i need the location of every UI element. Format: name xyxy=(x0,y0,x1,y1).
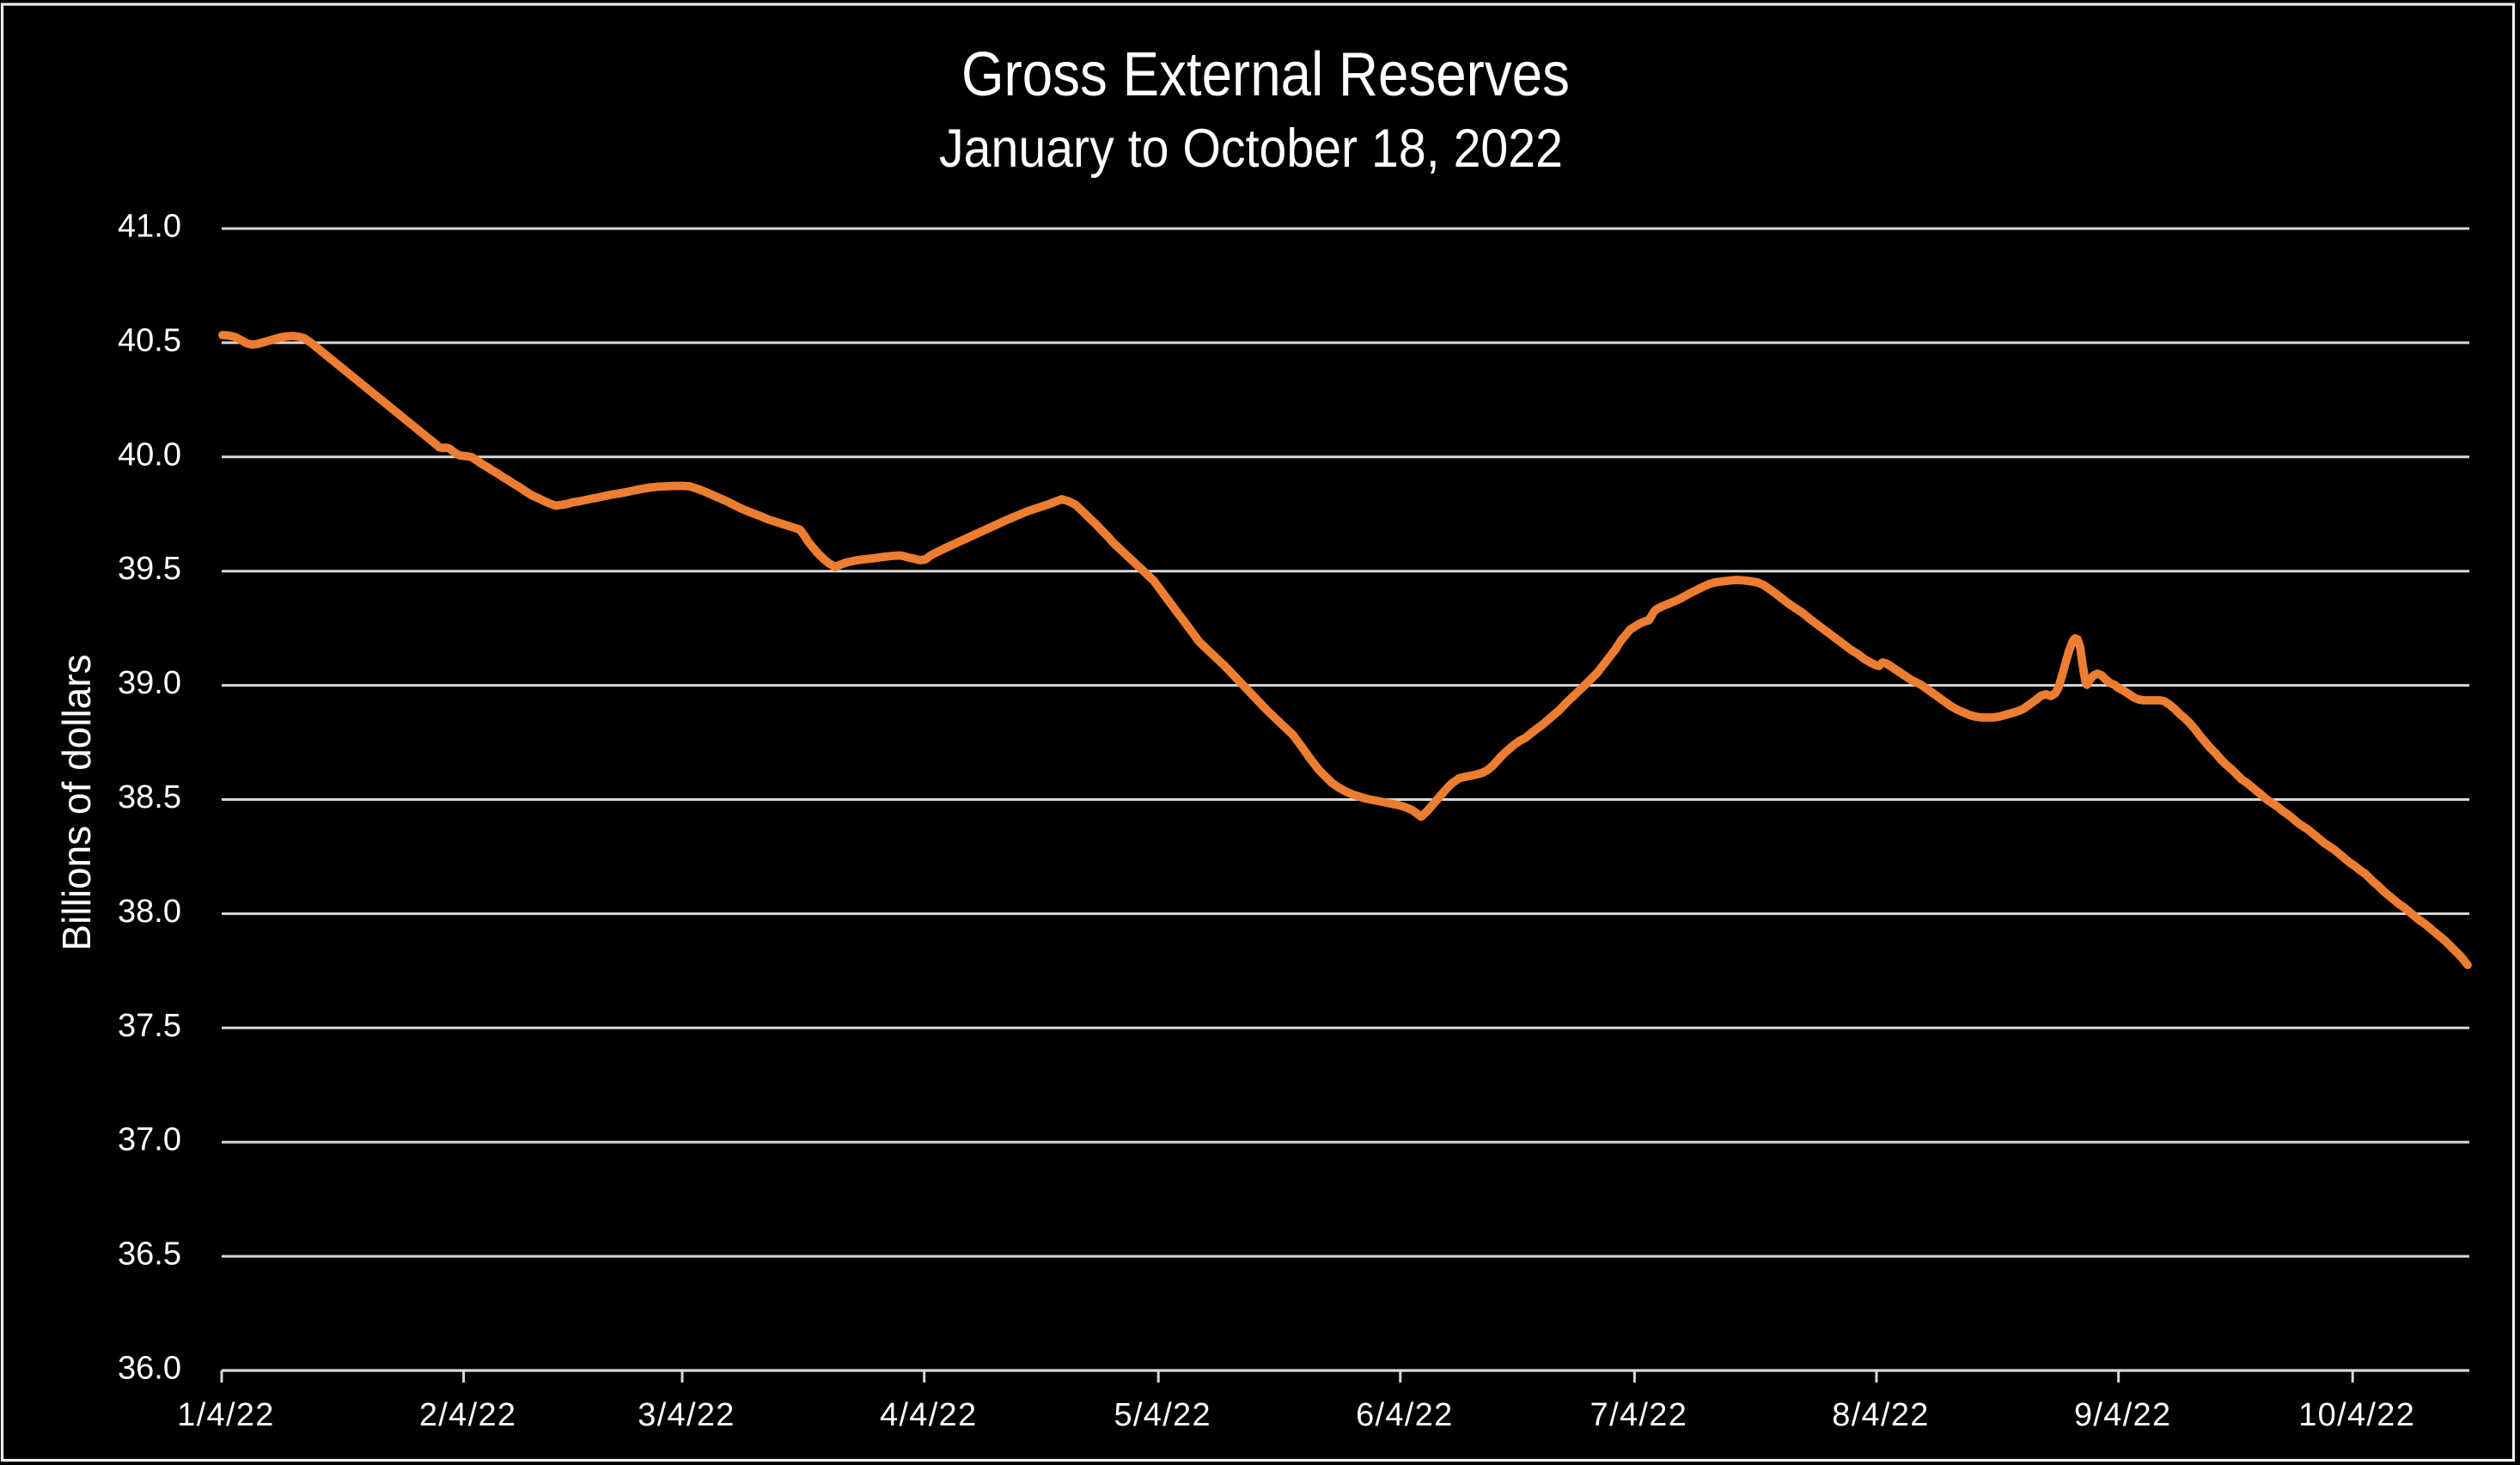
svg-text:40.5: 40.5 xyxy=(118,322,181,358)
svg-text:38.0: 38.0 xyxy=(118,894,181,930)
svg-text:Gross External Reserves: Gross External Reserves xyxy=(961,40,1570,109)
svg-text:3/4/22: 3/4/22 xyxy=(638,1397,735,1433)
svg-text:39.5: 39.5 xyxy=(118,551,181,587)
svg-text:8/4/22: 8/4/22 xyxy=(1832,1397,1929,1433)
svg-text:39.0: 39.0 xyxy=(118,665,181,701)
svg-text:6/4/22: 6/4/22 xyxy=(1356,1397,1453,1433)
svg-text:10/4/22: 10/4/22 xyxy=(2298,1397,2415,1433)
svg-text:37.0: 37.0 xyxy=(118,1122,181,1158)
svg-text:4/4/22: 4/4/22 xyxy=(880,1397,977,1433)
svg-text:2/4/22: 2/4/22 xyxy=(419,1397,516,1433)
svg-text:Billions of dollars: Billions of dollars xyxy=(54,654,99,950)
svg-text:36.0: 36.0 xyxy=(118,1351,181,1387)
svg-text:1/4/22: 1/4/22 xyxy=(177,1397,274,1433)
svg-text:40.0: 40.0 xyxy=(118,436,181,473)
svg-text:36.5: 36.5 xyxy=(118,1236,181,1273)
svg-text:38.5: 38.5 xyxy=(118,779,181,815)
svg-text:January to October 18, 2022: January to October 18, 2022 xyxy=(939,119,1563,179)
svg-text:41.0: 41.0 xyxy=(118,209,181,245)
svg-text:37.5: 37.5 xyxy=(118,1008,181,1044)
svg-text:9/4/22: 9/4/22 xyxy=(2074,1397,2171,1433)
svg-text:7/4/22: 7/4/22 xyxy=(1590,1397,1687,1433)
svg-text:5/4/22: 5/4/22 xyxy=(1114,1397,1211,1433)
